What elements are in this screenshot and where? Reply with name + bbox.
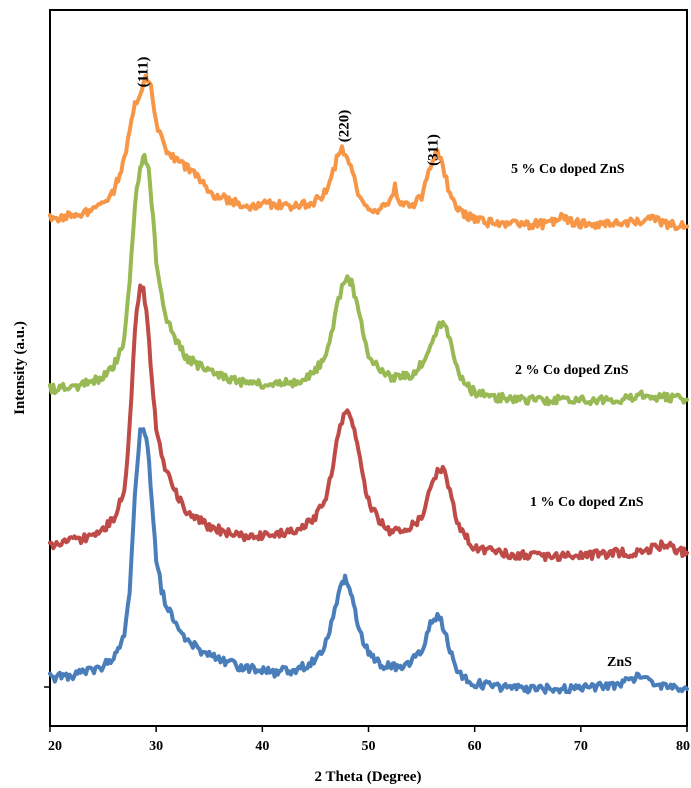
series-line-2 xyxy=(48,152,689,407)
x-ticks: 20 30 40 50 60 70 80 xyxy=(44,686,690,754)
x-tick-label-2: 40 xyxy=(255,739,269,754)
series-line-0 xyxy=(48,427,689,695)
series-labels: ZnS 1 % Co doped ZnS 2 % Co doped ZnS 5 % C… xyxy=(511,162,644,670)
x-tick-label-5: 70 xyxy=(574,739,588,754)
series-line-3 xyxy=(48,73,689,232)
x-tick-label-4: 60 xyxy=(468,739,482,754)
series-label-0: ZnS xyxy=(607,655,632,670)
x-tick-label-0: 20 xyxy=(48,739,62,754)
x-tick-label-3: 50 xyxy=(362,739,376,754)
peak-labels: (111) (220) (311) xyxy=(136,57,442,166)
x-tick-label-6: 80 xyxy=(676,739,690,754)
peak-label-0: (111) xyxy=(136,57,152,88)
series-layer xyxy=(48,73,689,695)
series-label-2: 2 % Co doped ZnS xyxy=(515,363,629,378)
x-tick-label-1: 30 xyxy=(149,739,163,754)
series-label-1: 1 % Co doped ZnS xyxy=(530,495,644,510)
series-line-1 xyxy=(48,283,689,563)
peak-label-1: (220) xyxy=(336,110,352,143)
y-axis-title: Intensity (a.u.) xyxy=(12,321,28,415)
peak-label-2: (311) xyxy=(426,134,442,166)
x-axis-title: 2 Theta (Degree) xyxy=(315,769,422,785)
series-label-3: 5 % Co doped ZnS xyxy=(511,162,625,177)
